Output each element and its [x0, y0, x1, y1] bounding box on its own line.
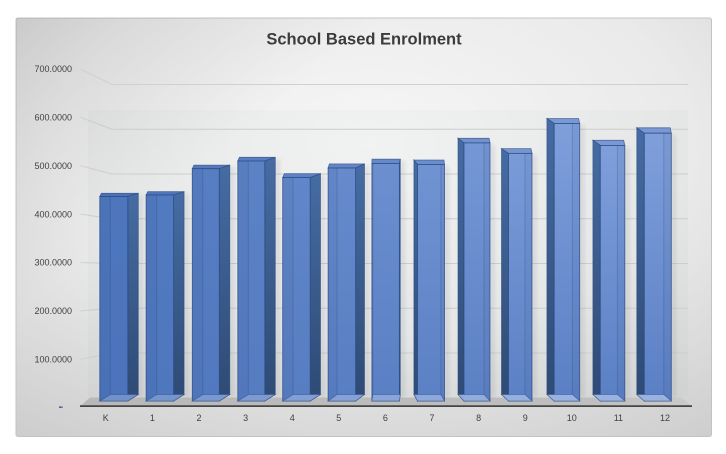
- svg-text:1: 1: [150, 413, 155, 423]
- svg-text:3: 3: [243, 413, 248, 423]
- svg-text:200.0000: 200.0000: [34, 306, 72, 316]
- svg-text:8: 8: [476, 413, 481, 423]
- svg-text:12: 12: [660, 413, 670, 423]
- svg-text:11: 11: [614, 413, 623, 423]
- svg-text:K: K: [103, 413, 109, 423]
- svg-text:500.0000: 500.0000: [34, 161, 72, 171]
- svg-text:6: 6: [383, 413, 388, 423]
- svg-text:400.0000: 400.0000: [34, 209, 72, 219]
- svg-text:7: 7: [429, 413, 434, 423]
- svg-text:School Based Enrolment: School Based Enrolment: [266, 31, 462, 49]
- svg-text:100.0000: 100.0000: [34, 355, 72, 365]
- svg-text:10: 10: [567, 413, 577, 423]
- svg-text:5: 5: [336, 413, 341, 423]
- svg-text:2: 2: [196, 413, 201, 423]
- svg-text:300.0000: 300.0000: [34, 258, 72, 268]
- svg-text:4: 4: [290, 413, 295, 423]
- svg-text:700.0000: 700.0000: [34, 64, 72, 74]
- svg-text:600.0000: 600.0000: [34, 113, 72, 123]
- svg-text:9: 9: [523, 413, 528, 423]
